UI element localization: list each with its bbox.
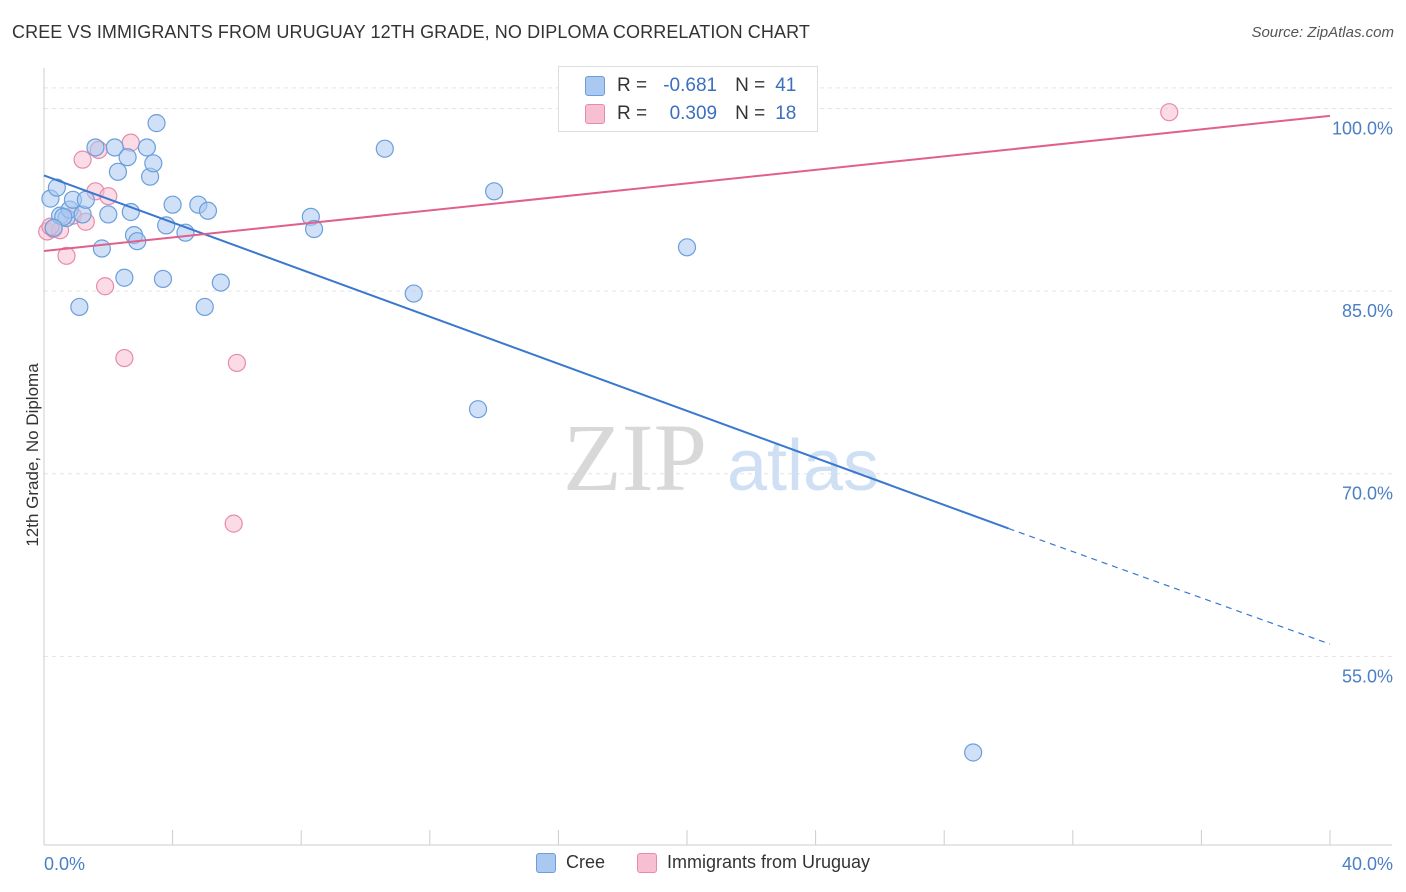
chart-source: Source: ZipAtlas.com — [1251, 24, 1394, 41]
legend-n-label: N = — [735, 75, 766, 96]
legend-n-value-uruguay: 18 — [775, 103, 797, 124]
cree-trend-extension — [1008, 527, 1331, 645]
y-tick-label: 70.0% — [1342, 484, 1393, 504]
series-legend: Cree Immigrants from Uruguay — [0, 852, 1406, 873]
legend-r-value-uruguay: 0.309 — [669, 103, 718, 124]
legend-r-value-cree: -0.681 — [663, 75, 718, 96]
uruguay-trend-line — [43, 114, 1331, 252]
cree-point — [163, 195, 182, 214]
cree-point — [304, 219, 324, 239]
legend-label-uruguay: Immigrants from Uruguay — [666, 852, 871, 872]
legend-swatch-uruguay — [585, 104, 605, 124]
watermark: ZIP atlas — [563, 404, 879, 511]
cree-point — [86, 138, 105, 157]
legend-swatch-uruguay — [636, 852, 657, 873]
legend-swatch-cree — [585, 76, 605, 96]
legend-swatch-cree — [535, 852, 556, 873]
cree-point — [153, 269, 173, 289]
cree-point — [137, 138, 156, 157]
chart-title: CREE VS IMMIGRANTS FROM URUGUAY 12TH GRA… — [12, 22, 810, 42]
axis-layer — [43, 68, 1392, 846]
y-tick-label: 85.0% — [1342, 301, 1393, 321]
cree-point — [211, 273, 230, 292]
uruguay-point — [115, 348, 134, 368]
cree-point — [375, 139, 394, 158]
cree-trend-line — [43, 174, 1009, 530]
uruguay-point — [1160, 103, 1179, 122]
y-axis-title: 12th Grade, No Diploma — [23, 363, 42, 547]
cree-point — [468, 400, 488, 419]
axis-labels: 55.0% 70.0% 85.0% 100.0% 0.0% 40.0% — [44, 119, 1393, 874]
cree-point — [964, 743, 983, 762]
legend-label-cree: Cree — [565, 852, 605, 872]
legend-r-label: R = — [617, 103, 648, 124]
legend-item-uruguay[interactable]: Immigrants from Uruguay — [636, 852, 871, 873]
x-tick-label: 40.0% — [1342, 854, 1393, 874]
legend-row-cree: R = -0.681 N = 41 — [585, 72, 796, 100]
cree-point — [677, 238, 697, 257]
cree-point — [118, 148, 137, 167]
uruguay-point — [227, 353, 246, 373]
trend-lines — [43, 114, 1331, 645]
cree-point — [108, 162, 128, 181]
legend-row-uruguay: R = 0.309 N = 18 — [585, 100, 796, 128]
watermark-atlas: atlas — [727, 426, 879, 506]
legend-r-label: R = — [617, 75, 648, 96]
watermark-zip: ZIP — [563, 404, 707, 511]
y-tick-label: 55.0% — [1342, 666, 1393, 686]
cree-point — [195, 297, 214, 317]
uruguay-point — [224, 514, 243, 533]
legend-item-cree[interactable]: Cree — [535, 852, 605, 873]
uruguay-point — [95, 277, 115, 296]
y-tick-label: 100.0% — [1332, 119, 1393, 139]
cree-point — [44, 218, 63, 237]
cree-point — [144, 154, 163, 173]
cree-point — [404, 284, 423, 303]
grid-layer — [44, 87, 1392, 657]
correlation-legend: R = -0.681 N = 41 R = 0.309 N = 18 — [558, 66, 818, 132]
legend-n-value-cree: 41 — [775, 75, 797, 96]
cree-point — [198, 201, 218, 220]
legend-n-label: N = — [735, 103, 766, 124]
series-cree-points — [41, 114, 983, 762]
cree-point — [70, 297, 89, 317]
uruguay-point — [73, 150, 92, 169]
cree-point — [92, 239, 111, 258]
x-tick-label: 0.0% — [44, 854, 85, 874]
cree-point — [147, 114, 166, 133]
cree-point — [485, 182, 504, 201]
cree-point — [115, 268, 134, 287]
cree-point — [105, 138, 124, 157]
uruguay-point — [57, 246, 76, 265]
cree-point — [99, 205, 118, 224]
